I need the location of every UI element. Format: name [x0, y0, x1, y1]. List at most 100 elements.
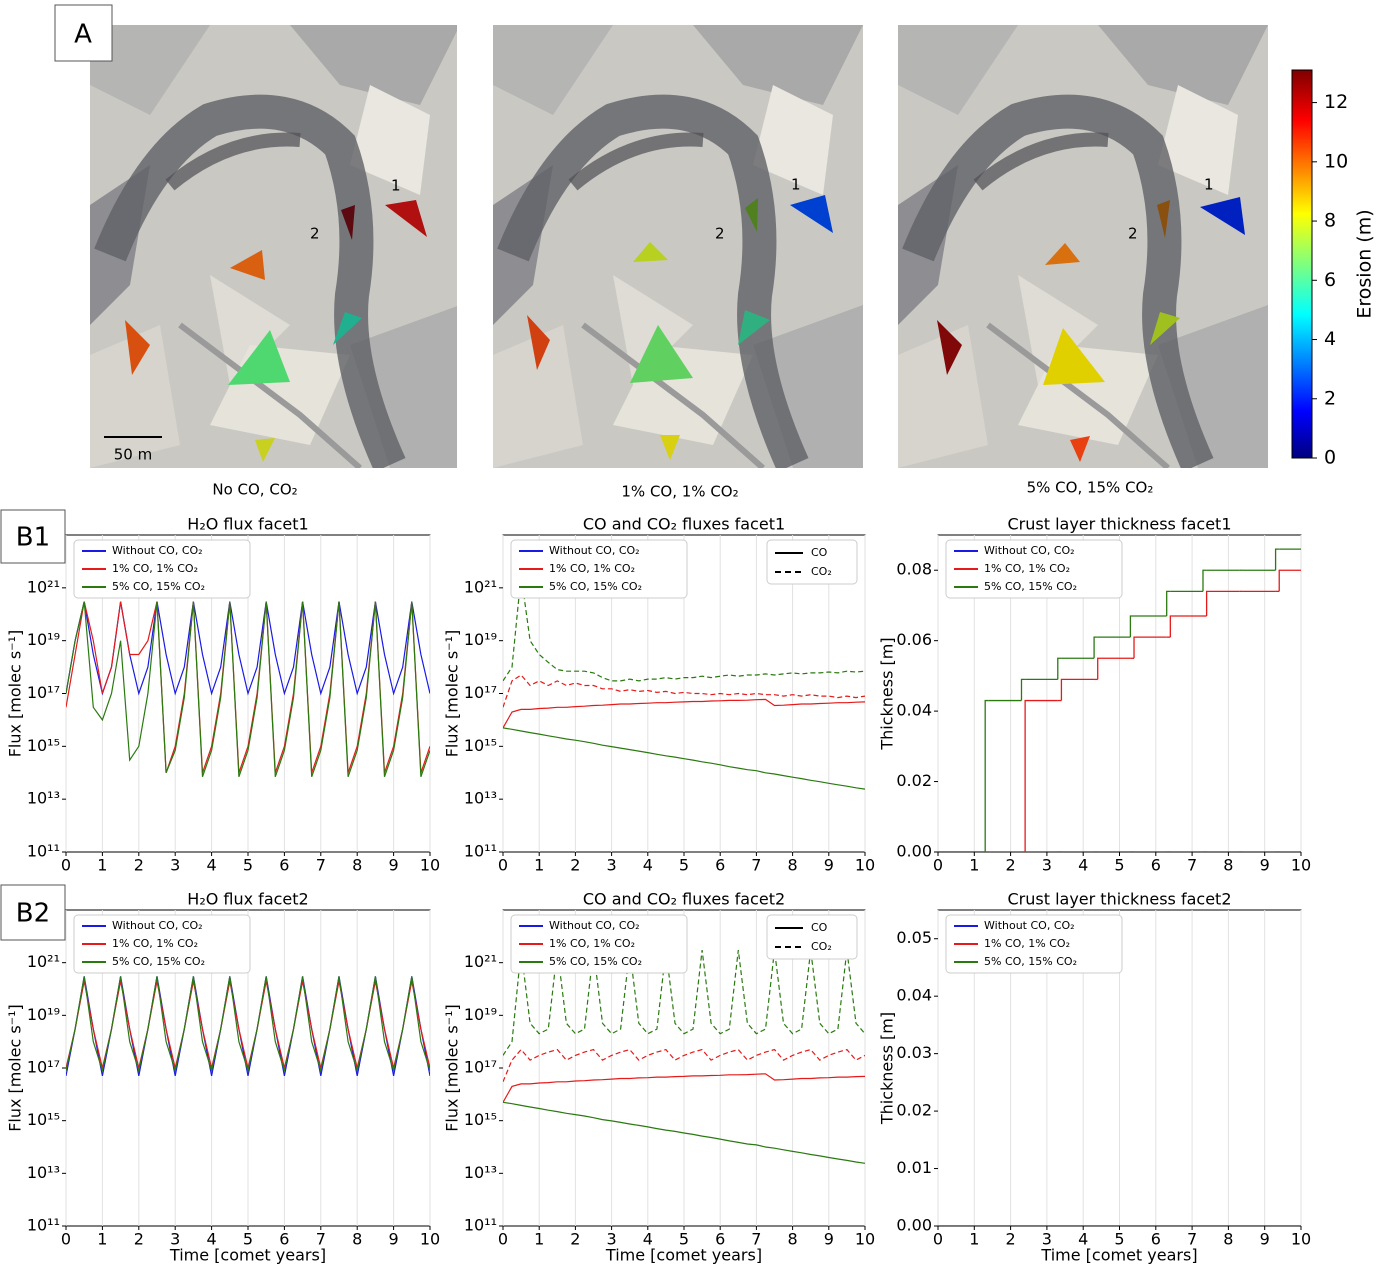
series-line — [503, 575, 865, 682]
colorbar-tick-label: 4 — [1324, 328, 1336, 350]
chart-title: CO and CO₂ fluxes facet1 — [583, 515, 785, 534]
y-tick-label: 0.04 — [896, 701, 932, 720]
chart-title: Crust layer thickness facet2 — [1007, 890, 1231, 909]
facet-label: 1 — [1204, 176, 1214, 194]
x-axis-label: Time [comet years] — [605, 1246, 762, 1265]
x-tick-label: 7 — [1187, 856, 1197, 875]
x-tick-label: 8 — [788, 856, 798, 875]
y-tick-label: 10²¹ — [27, 577, 60, 596]
y-tick-label: 10¹⁵ — [464, 736, 497, 755]
scale-bar-label: 50 m — [114, 446, 152, 464]
x-tick-label: 2 — [1006, 1230, 1016, 1249]
chart: 0 1 2 3 4 5 6 7 8 9 10 10¹¹ 10¹³ 10¹⁵ 10¹⁷ 10¹⁹ 10²¹ H₂O … — [6, 515, 441, 875]
x-tick-label: 6 — [715, 856, 725, 875]
y-tick-label: 10¹⁵ — [464, 1110, 497, 1129]
y-tick-label: 10¹³ — [27, 1163, 60, 1182]
y-axis-label: Flux [molec s⁻¹] — [443, 1004, 462, 1132]
legend-label: 1% CO, 1% CO₂ — [984, 562, 1070, 575]
legend-label: Without CO, CO₂ — [112, 919, 203, 932]
x-tick-label: 3 — [607, 856, 617, 875]
series-line — [66, 601, 430, 777]
x-tick-label: 8 — [352, 856, 362, 875]
y-tick-label: 10¹¹ — [464, 1216, 497, 1235]
legend-label: 5% CO, 15% CO₂ — [549, 955, 642, 968]
style-label: CO — [811, 921, 828, 934]
y-tick-label: 10¹⁹ — [27, 1005, 60, 1024]
step-segment — [1205, 590, 1240, 617]
series-line — [66, 976, 430, 1073]
legend-box — [73, 914, 251, 974]
x-tick-label: 5 — [679, 1230, 689, 1249]
x-tick-label: 9 — [824, 856, 834, 875]
series-line — [503, 1101, 865, 1164]
x-tick-label: 4 — [207, 1230, 217, 1249]
x-tick-label: 0 — [933, 856, 943, 875]
facet-label: 1 — [791, 176, 801, 194]
y-tick-label: 10²¹ — [27, 952, 60, 971]
x-tick-label: 0 — [498, 856, 508, 875]
x-axis-label: Time [comet years] — [1040, 1246, 1197, 1265]
legend-label: 5% CO, 15% CO₂ — [549, 580, 642, 593]
x-tick-label: 1 — [534, 1230, 544, 1249]
colorbar-frame — [1291, 69, 1313, 459]
legend-label: Without CO, CO₂ — [984, 544, 1075, 557]
legend-box — [510, 539, 688, 599]
y-tick-label: 10¹⁷ — [464, 683, 497, 702]
colorbar — [1292, 70, 1312, 458]
facet-label: 2 — [1128, 225, 1138, 243]
map-3: 1 2 — [898, 25, 1268, 468]
style-label: CO₂ — [811, 565, 832, 578]
x-tick-label: 8 — [352, 1230, 362, 1249]
chart-title: Crust layer thickness facet1 — [1007, 515, 1231, 534]
series-line — [503, 1073, 865, 1103]
style-label: CO — [811, 546, 828, 559]
legend-label: 5% CO, 15% CO₂ — [984, 580, 1077, 593]
chart-title: H₂O flux facet1 — [187, 515, 308, 534]
colorbar-tick-label: 12 — [1324, 91, 1348, 113]
x-tick-label: 5 — [1114, 856, 1124, 875]
legend-box — [510, 914, 688, 974]
legend-box — [73, 539, 251, 599]
x-tick-label: 10 — [855, 1230, 875, 1249]
panel-label: B1 — [16, 523, 50, 553]
x-tick-label: 5 — [679, 856, 689, 875]
step-segment — [1133, 636, 1167, 659]
colorbar-tick-label: 8 — [1324, 210, 1336, 232]
x-tick-label: 1 — [534, 856, 544, 875]
x-tick-label: 0 — [498, 1230, 508, 1249]
x-tick-label: 6 — [279, 856, 289, 875]
map-1: 1 2 50 m — [90, 25, 460, 468]
x-tick-label: 0 — [61, 1230, 71, 1249]
x-tick-label: 10 — [855, 856, 875, 875]
map-caption: No CO, CO₂ — [212, 481, 297, 499]
legend-label: Without CO, CO₂ — [549, 544, 640, 557]
facet-label: 2 — [310, 225, 320, 243]
step-segment — [1024, 699, 1058, 852]
step-segment — [1060, 678, 1095, 701]
step-segment — [1166, 590, 1171, 617]
y-tick-label: 0.02 — [896, 1101, 932, 1120]
y-tick-label: 10¹³ — [27, 789, 60, 808]
legend-label: 1% CO, 1% CO₂ — [112, 937, 198, 950]
x-tick-label: 2 — [134, 856, 144, 875]
x-tick-label: 1 — [969, 856, 979, 875]
x-tick-label: 10 — [420, 856, 440, 875]
x-tick-label: 8 — [788, 1230, 798, 1249]
y-tick-label: 10¹¹ — [27, 842, 60, 861]
y-tick-label: 10¹¹ — [27, 1216, 60, 1235]
legend-box — [945, 539, 1123, 599]
y-tick-label: 10¹⁵ — [27, 736, 60, 755]
y-tick-label: 0.02 — [896, 771, 932, 790]
legend-label: 5% CO, 15% CO₂ — [112, 955, 205, 968]
y-tick-label: 10¹⁹ — [464, 1005, 497, 1024]
panel-label: A — [74, 20, 92, 50]
x-tick-label: 7 — [751, 1230, 761, 1249]
legend-label: 5% CO, 15% CO₂ — [984, 955, 1077, 968]
panel-box — [0, 884, 66, 941]
y-tick-label: 0.06 — [896, 630, 932, 649]
x-tick-label: 5 — [243, 1230, 253, 1249]
y-tick-label: 0.08 — [896, 560, 932, 579]
y-axis-label: Flux [molec s⁻¹] — [6, 1004, 25, 1132]
x-tick-label: 2 — [570, 1230, 580, 1249]
